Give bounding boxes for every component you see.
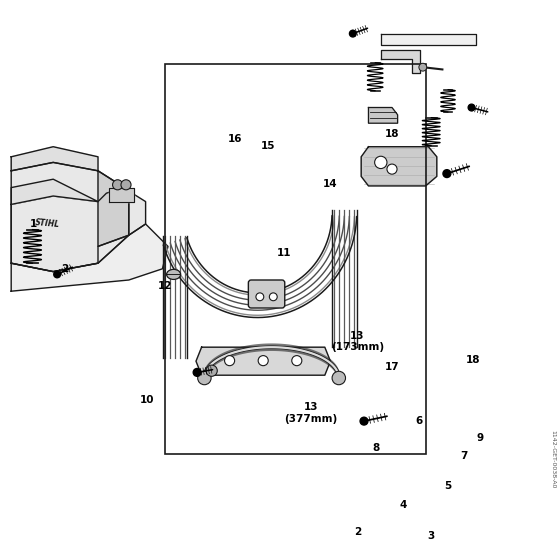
Circle shape [419, 63, 427, 71]
Text: 13
(377mm): 13 (377mm) [284, 403, 338, 424]
Circle shape [443, 170, 451, 178]
Text: 6: 6 [416, 416, 422, 426]
Text: 4: 4 [399, 500, 407, 510]
Circle shape [225, 356, 235, 366]
Circle shape [198, 371, 211, 385]
Circle shape [292, 356, 302, 366]
Circle shape [269, 293, 277, 301]
Bar [165, 64, 426, 454]
Circle shape [206, 365, 217, 376]
Text: 2: 2 [354, 527, 361, 537]
Text: 11: 11 [277, 248, 292, 258]
Text: 3: 3 [428, 531, 435, 542]
Text: 13
(173mm): 13 (173mm) [331, 331, 384, 352]
Circle shape [332, 371, 346, 385]
Polygon shape [381, 34, 476, 45]
Text: 7: 7 [460, 451, 468, 461]
Polygon shape [11, 224, 168, 291]
Text: 1142-GET-0038-A0: 1142-GET-0038-A0 [551, 430, 556, 488]
Text: 16: 16 [228, 134, 242, 144]
Polygon shape [11, 188, 146, 272]
Circle shape [387, 164, 397, 174]
Text: 8: 8 [373, 443, 380, 453]
Ellipse shape [167, 269, 180, 279]
Circle shape [121, 180, 131, 190]
Text: 14: 14 [323, 179, 338, 189]
Text: 15: 15 [260, 141, 275, 151]
FancyBboxPatch shape [249, 280, 285, 308]
Text: 10: 10 [139, 395, 154, 405]
Polygon shape [109, 188, 134, 202]
Circle shape [375, 156, 387, 169]
Polygon shape [98, 171, 129, 246]
Polygon shape [196, 347, 330, 375]
Circle shape [360, 417, 368, 425]
Circle shape [193, 368, 201, 376]
Circle shape [468, 104, 475, 111]
Circle shape [256, 293, 264, 301]
Circle shape [113, 180, 123, 190]
Circle shape [54, 271, 60, 278]
Text: 1: 1 [30, 219, 37, 229]
Polygon shape [361, 147, 437, 186]
Text: 18: 18 [466, 354, 480, 365]
Polygon shape [11, 179, 98, 204]
Text: 2: 2 [61, 264, 68, 274]
Circle shape [258, 356, 268, 366]
Text: 12: 12 [158, 281, 172, 291]
Polygon shape [381, 50, 420, 73]
Text: 5: 5 [445, 481, 451, 491]
Text: 9: 9 [477, 433, 484, 443]
Circle shape [349, 30, 356, 37]
Text: 18: 18 [385, 129, 399, 139]
Text: 17: 17 [385, 362, 399, 372]
Polygon shape [11, 147, 98, 171]
Polygon shape [368, 108, 398, 123]
Text: STIHL: STIHL [35, 218, 60, 229]
Polygon shape [11, 162, 129, 272]
